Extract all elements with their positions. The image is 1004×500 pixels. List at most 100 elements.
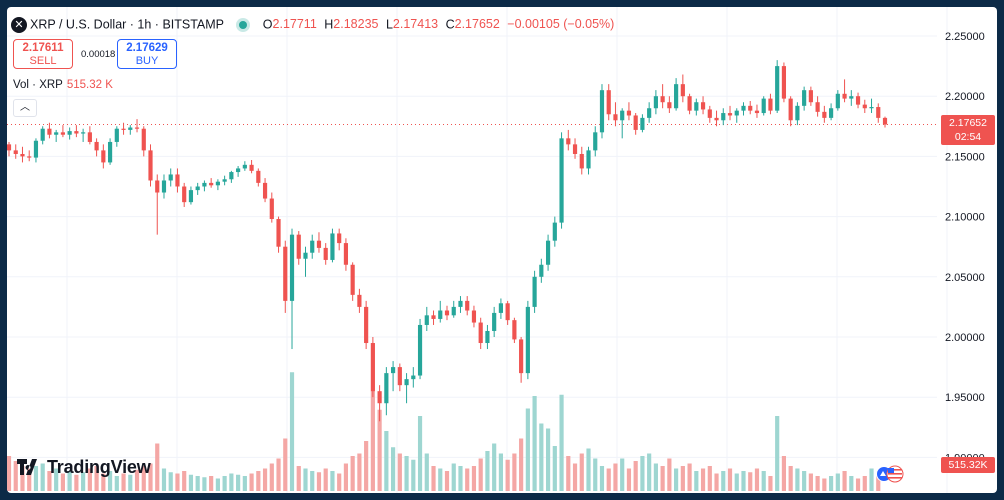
- volume-bar: [795, 468, 800, 491]
- volume-bar: [647, 453, 652, 491]
- candle-body: [754, 110, 760, 114]
- ohlc-open-value: 2.17711: [272, 17, 317, 32]
- x-logo-icon[interactable]: ✕: [11, 17, 27, 33]
- symbol-title[interactable]: XRP / U.S. Dollar · 1h · BITSTAMP: [30, 17, 224, 32]
- candle-body: [532, 276, 537, 307]
- candle-body: [303, 252, 308, 259]
- candle-body: [674, 84, 679, 109]
- candle-body: [748, 105, 753, 111]
- buy-button[interactable]: 2.17629 BUY: [117, 39, 177, 69]
- volume-bar: [215, 478, 220, 491]
- volume-bar: [209, 476, 214, 491]
- volume-bar: [168, 472, 173, 491]
- candle-body: [168, 174, 173, 181]
- volume-bar: [222, 476, 227, 491]
- candle-body: [613, 114, 618, 121]
- candle-body: [458, 300, 463, 307]
- candle-body: [67, 131, 72, 135]
- volume-bar: [81, 472, 86, 491]
- volume-bar: [141, 466, 146, 491]
- volume-bar: [552, 446, 557, 491]
- candle-body: [242, 164, 247, 169]
- volume-bar: [424, 453, 429, 491]
- candle-body: [761, 98, 766, 114]
- candle-body: [13, 150, 18, 154]
- candle-body: [94, 141, 99, 151]
- current-price-label: 2.17652 02:54: [941, 115, 995, 145]
- candle-body: [134, 127, 140, 129]
- candle-body: [707, 109, 712, 118]
- candle-body: [775, 66, 780, 111]
- volume-legend-label: Vol · XRP: [13, 79, 63, 91]
- candle-body: [276, 219, 281, 247]
- candle-body: [471, 310, 477, 323]
- chevron-up-icon[interactable]: ︿: [13, 99, 37, 117]
- candle-body: [876, 107, 881, 118]
- market-open-dot-icon: [239, 21, 248, 29]
- candle-body: [815, 102, 820, 112]
- candle-body: [188, 190, 194, 203]
- volume-bar: [674, 468, 679, 491]
- chart-legend: ✕ XRP / U.S. Dollar · 1h · BITSTAMP O2.17…: [11, 17, 618, 33]
- currency-flags-icon: [876, 465, 904, 483]
- candle-body: [148, 150, 153, 181]
- tradingview-logo-icon: [17, 459, 37, 475]
- volume-bar: [822, 478, 827, 491]
- candle-body: [269, 198, 274, 220]
- candle-body: [195, 186, 200, 191]
- candle-body: [768, 98, 773, 111]
- candle-body: [687, 96, 692, 111]
- price-change: −0.00105 (−0.05%): [507, 17, 615, 32]
- volume-bar: [451, 463, 456, 491]
- candle-body: [572, 144, 578, 154]
- volume-bar: [54, 468, 59, 491]
- sell-button[interactable]: 2.17611 SELL: [13, 39, 73, 69]
- candle-body: [54, 132, 59, 135]
- volume-bar: [357, 453, 362, 491]
- volume-bar: [492, 443, 497, 491]
- tradingview-logo[interactable]: TradingView: [17, 457, 151, 478]
- candle-body: [330, 233, 335, 260]
- volume-bar: [862, 476, 867, 491]
- volume-legend[interactable]: Vol · XRP 515.32 K: [13, 79, 113, 91]
- volume-bar: [775, 416, 780, 491]
- volume-bar: [391, 447, 396, 491]
- volume-bar: [768, 476, 773, 491]
- candle-body: [741, 105, 746, 111]
- volume-bar: [525, 408, 530, 491]
- volume-bar: [802, 471, 807, 491]
- candle-body: [451, 306, 456, 316]
- volume-bar: [606, 468, 611, 491]
- volume-bar: [438, 468, 443, 491]
- candle-body: [835, 93, 840, 109]
- candle-body: [33, 140, 39, 158]
- candle-body: [680, 84, 685, 97]
- volume-bar: [566, 456, 571, 491]
- candle-body: [74, 131, 79, 134]
- candle-body: [808, 90, 813, 103]
- volume-bar: [687, 463, 692, 491]
- candle-body: [182, 186, 187, 203]
- volume-bar: [505, 459, 510, 491]
- candle-body: [431, 315, 436, 319]
- volume-bar: [876, 476, 881, 491]
- candle-body: [209, 182, 214, 186]
- volume-bar: [283, 438, 288, 491]
- volume-bar: [182, 471, 187, 491]
- candle-body: [107, 141, 113, 163]
- volume-bar: [128, 474, 133, 491]
- candle-body: [262, 182, 268, 199]
- volume-bar: [397, 453, 402, 491]
- volume-bar: [478, 458, 483, 491]
- volume-bar: [458, 466, 463, 491]
- volume-bar: [310, 471, 315, 491]
- candle-body: [337, 233, 342, 244]
- candle-body: [47, 128, 52, 135]
- volume-bar: [700, 468, 706, 491]
- candle-body: [478, 322, 483, 344]
- candle-body: [236, 168, 241, 173]
- volume-bar: [195, 476, 200, 491]
- chart-canvas[interactable]: 2.25000 2.20000 2.15000 2.10000 2.05000 2.000…: [7, 7, 997, 493]
- volume-bar: [87, 468, 92, 491]
- candle-body: [411, 375, 416, 380]
